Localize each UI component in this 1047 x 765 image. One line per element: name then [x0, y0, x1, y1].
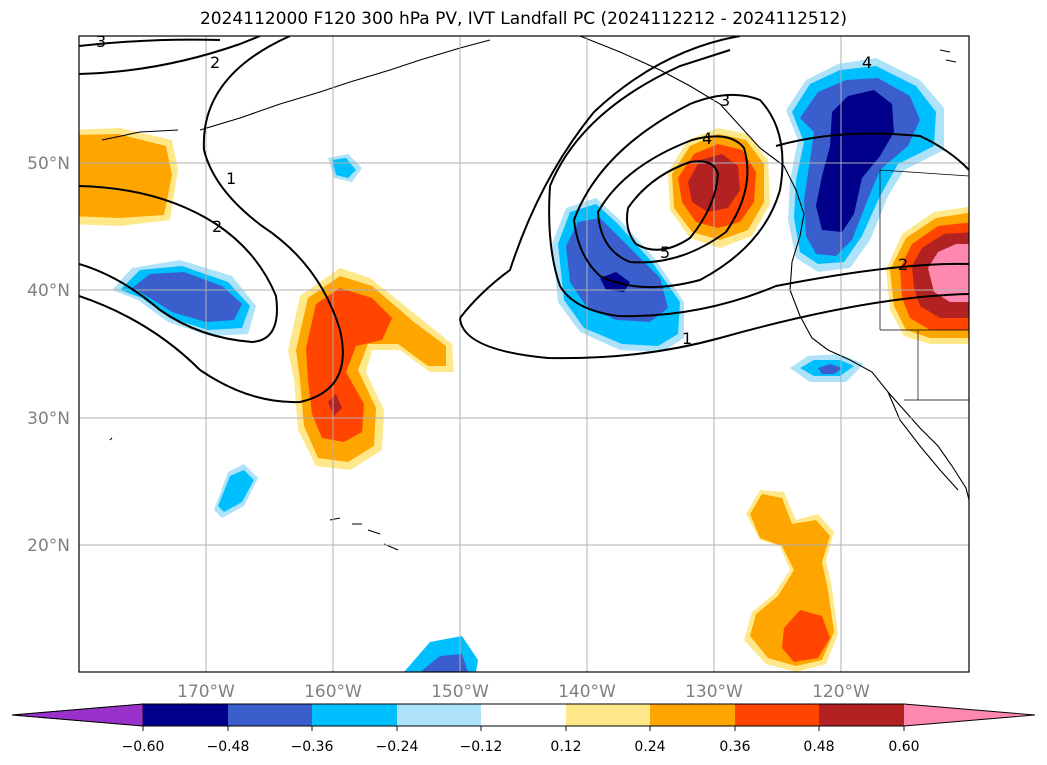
- colorbar-segment: [312, 704, 397, 726]
- coast-hawaii: [329, 517, 399, 551]
- colorbar-segment: [481, 704, 566, 726]
- contour-label: 1: [682, 329, 692, 348]
- map-frame: [78, 35, 970, 673]
- colorbar-tick-label: −0.36: [291, 739, 334, 755]
- colorbar-extend-low: [11, 703, 144, 727]
- colorbar-tick-label: −0.48: [207, 739, 250, 755]
- coast-northamerica: [789, 213, 969, 501]
- lon-tick-labels: 170°W 160°W 150°W 140°W 130°W 120°W: [177, 682, 870, 702]
- colorbar-segment: [819, 704, 904, 726]
- colorbar-segment: [228, 704, 312, 726]
- coast-bajacalifornia: [887, 391, 959, 491]
- colorbar-tick-label: −0.60: [122, 739, 165, 755]
- lon-tick-label: 130°W: [685, 682, 743, 702]
- contour-2-right: [548, 49, 969, 318]
- ivt-contours: [79, 36, 969, 404]
- contour-4: [596, 135, 749, 264]
- map-title: 2024112000 F120 300 hPa PV, IVT Landfall…: [199, 9, 847, 29]
- contour-3-right: [572, 93, 784, 289]
- contour-2-left: [79, 185, 278, 344]
- colorbar-segment: [143, 704, 228, 726]
- colorbar-segment: [566, 704, 650, 726]
- colorbar-tick-label: −0.24: [376, 739, 419, 755]
- colorbar-segment: [650, 704, 735, 726]
- colorbar-tick-label: 0.36: [719, 739, 750, 755]
- lat-tick-label: 30°N: [27, 409, 70, 429]
- coastlines: [101, 36, 969, 551]
- contour-label: 4: [702, 129, 712, 148]
- lat-tick-label: 20°N: [27, 536, 70, 556]
- lat-tick-labels: 50°N 40°N 30°N 20°N: [27, 154, 70, 556]
- gridlines: [79, 36, 969, 672]
- contour-label: 2: [898, 255, 908, 274]
- shade-nw-orange: [79, 134, 172, 218]
- contour-labels: 3 2 1 2 3 4 5 4 1 2: [96, 32, 908, 348]
- lon-tick-label: 150°W: [431, 682, 489, 702]
- coast-alaska: [579, 36, 805, 215]
- lat-tick-label: 40°N: [27, 281, 70, 301]
- contour-label: 5: [660, 243, 670, 262]
- contour-label: 4: [862, 53, 872, 72]
- colorbar-tick-label: −0.12: [460, 739, 503, 755]
- lat-tick-label: 50°N: [27, 154, 70, 174]
- contour-2-top: [79, 36, 261, 75]
- contour-label: 2: [212, 217, 222, 236]
- colorbar-tick-label: 0.12: [550, 739, 581, 755]
- lon-tick-label: 140°W: [558, 682, 616, 702]
- contour-label: 1: [226, 169, 236, 188]
- colorbar-tick-label: 0.48: [803, 739, 834, 755]
- colorbar-extend-high: [904, 704, 1035, 726]
- contour-3-top: [79, 38, 221, 47]
- pv-shading: [79, 58, 969, 672]
- state-borders: [879, 169, 969, 401]
- colorbar-segment: [735, 704, 819, 726]
- contour-right-upper: [775, 132, 969, 171]
- colorbar-tick-label: 0.60: [888, 739, 919, 755]
- lon-tick-label: 120°W: [812, 682, 870, 702]
- coast-aleutians: [199, 39, 491, 131]
- contour-5: [626, 160, 720, 251]
- lon-tick-label: 160°W: [304, 682, 362, 702]
- colorbar-tick-label: 0.24: [634, 739, 665, 755]
- map-panel: 3 2 1 2 3 4 5 4 1 2: [78, 32, 970, 673]
- contour-label: 2: [210, 53, 220, 72]
- contour-1-right: [459, 36, 969, 360]
- contour-label: 3: [96, 32, 106, 51]
- colorbar: −0.60 −0.48 −0.36 −0.24 −0.12 0.12 0.24 …: [11, 703, 1036, 755]
- contour-1-left: [79, 36, 344, 404]
- colorbar-segment: [397, 704, 481, 726]
- lon-tick-label: 170°W: [177, 682, 235, 702]
- contour-label: 3: [720, 91, 730, 110]
